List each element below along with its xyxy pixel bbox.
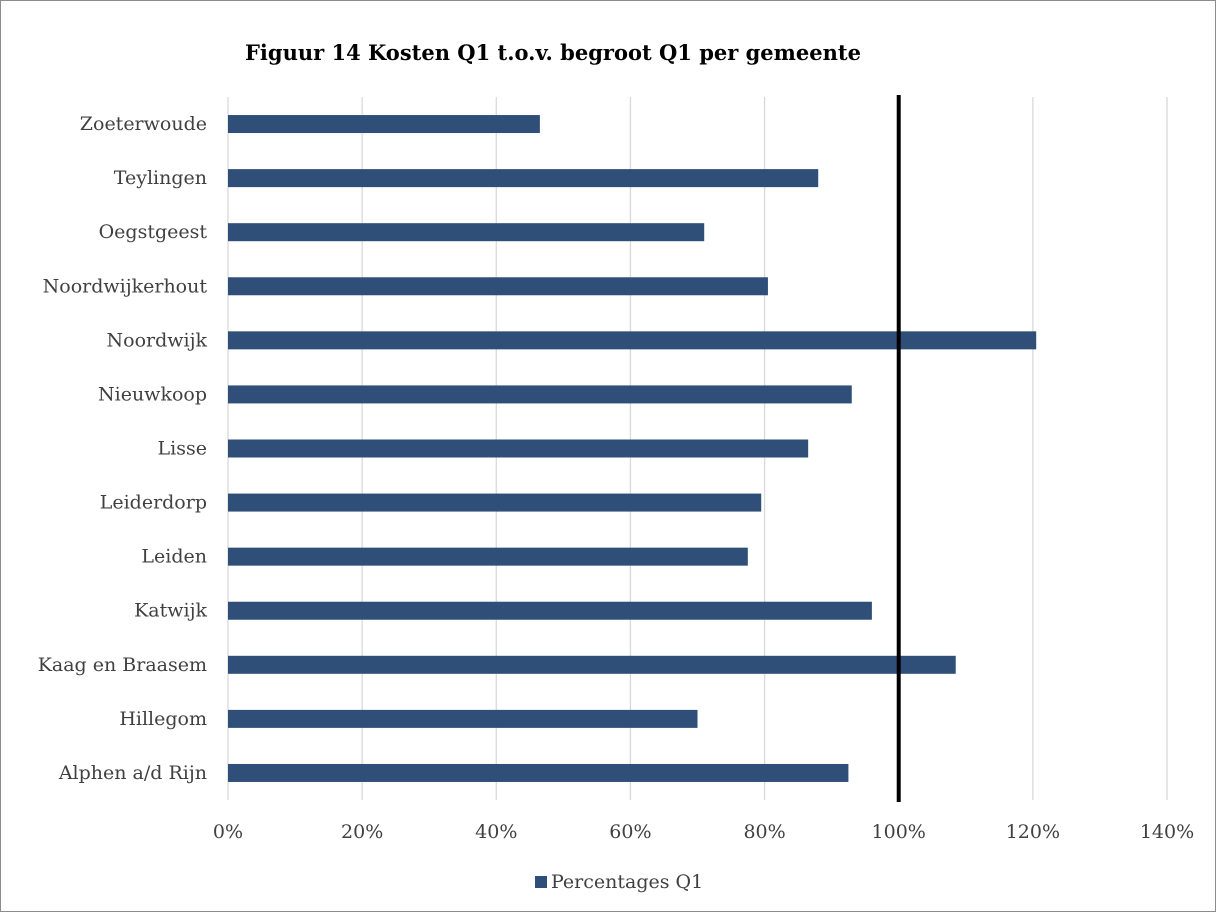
x-tick-label: 60% xyxy=(609,821,651,843)
bar xyxy=(228,331,1037,350)
bar xyxy=(228,601,872,620)
bar xyxy=(228,763,849,782)
category-label: Zoeterwoude xyxy=(80,113,207,135)
bar xyxy=(228,709,698,728)
bar xyxy=(228,493,762,512)
bar xyxy=(228,223,705,242)
category-label: Leiderdorp xyxy=(100,492,207,514)
category-label: Noordwijkerhout xyxy=(43,275,208,297)
bar xyxy=(228,115,540,134)
category-labels: Zoeterwoude Teylingen Oegstgeest Noordwijke… xyxy=(38,113,208,784)
category-label: Hillegom xyxy=(119,708,207,730)
x-tick-label: 0% xyxy=(213,821,243,843)
bar xyxy=(228,169,819,188)
bars xyxy=(228,115,1037,782)
x-tick-label: 80% xyxy=(743,821,785,843)
x-tick-label: 120% xyxy=(1006,821,1060,843)
bar xyxy=(228,547,748,566)
bar xyxy=(228,655,956,674)
bar xyxy=(228,439,809,458)
category-label: Nieuwkoop xyxy=(98,383,207,405)
category-label: Kaag en Braasem xyxy=(38,654,207,676)
category-label: Leiden xyxy=(141,546,207,568)
x-tick-labels: 0% 20% 40% 60% 80% 100% 120% 140% xyxy=(213,821,1194,843)
x-tick-label: 140% xyxy=(1140,821,1194,843)
x-tick-label: 100% xyxy=(872,821,926,843)
legend-swatch xyxy=(535,876,547,888)
bar xyxy=(228,277,768,296)
category-label: Lisse xyxy=(158,438,207,460)
legend: Percentages Q1 xyxy=(535,871,703,893)
x-tick-label: 40% xyxy=(475,821,517,843)
category-label: Teylingen xyxy=(114,167,207,189)
category-label: Alphen a/d Rijn xyxy=(58,762,207,784)
legend-label: Percentages Q1 xyxy=(551,871,703,893)
category-label: Noordwijk xyxy=(107,329,208,351)
bar xyxy=(228,385,852,404)
x-tick-label: 20% xyxy=(341,821,383,843)
chart-title: Figuur 14 Kosten Q1 t.o.v. begroot Q1 pe… xyxy=(245,40,861,65)
category-label: Katwijk xyxy=(134,600,207,622)
category-label: Oegstgeest xyxy=(99,221,208,243)
